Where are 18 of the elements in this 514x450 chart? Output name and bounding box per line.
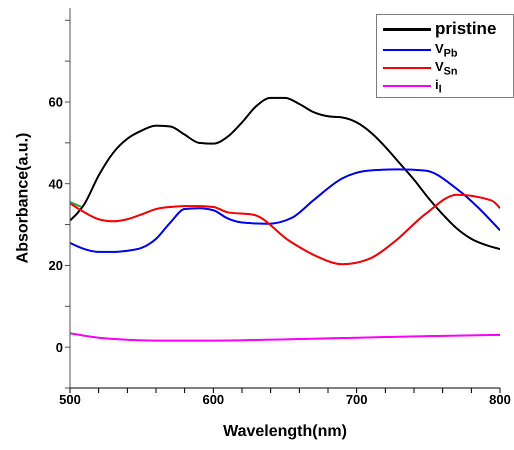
legend-label: i$_{l}$	[435, 76, 442, 96]
y-tick-label: 40	[48, 176, 63, 192]
line-series	[70, 332, 500, 342]
x-axis-title: Wavelength(nm)	[223, 423, 347, 440]
y-tick-label: 60	[48, 94, 63, 110]
x-tick-label: 800	[489, 392, 511, 408]
legend-label: V$_{Pb}$	[435, 40, 458, 60]
y-tick-label: 20	[48, 258, 63, 274]
y-tick-label: 0	[56, 340, 63, 355]
line-series	[70, 194, 500, 266]
y-axis-title: Absorbance(a.u.)	[14, 132, 32, 264]
x-tick-label: 600	[202, 392, 224, 408]
line-series	[70, 168, 500, 253]
line-series	[70, 96, 500, 250]
x-tick-label: 700	[346, 392, 368, 408]
x-tick-label: 500	[59, 392, 81, 408]
legend-label: V$_{Sn}$	[435, 58, 458, 78]
legend-label: pristine	[435, 19, 496, 39]
